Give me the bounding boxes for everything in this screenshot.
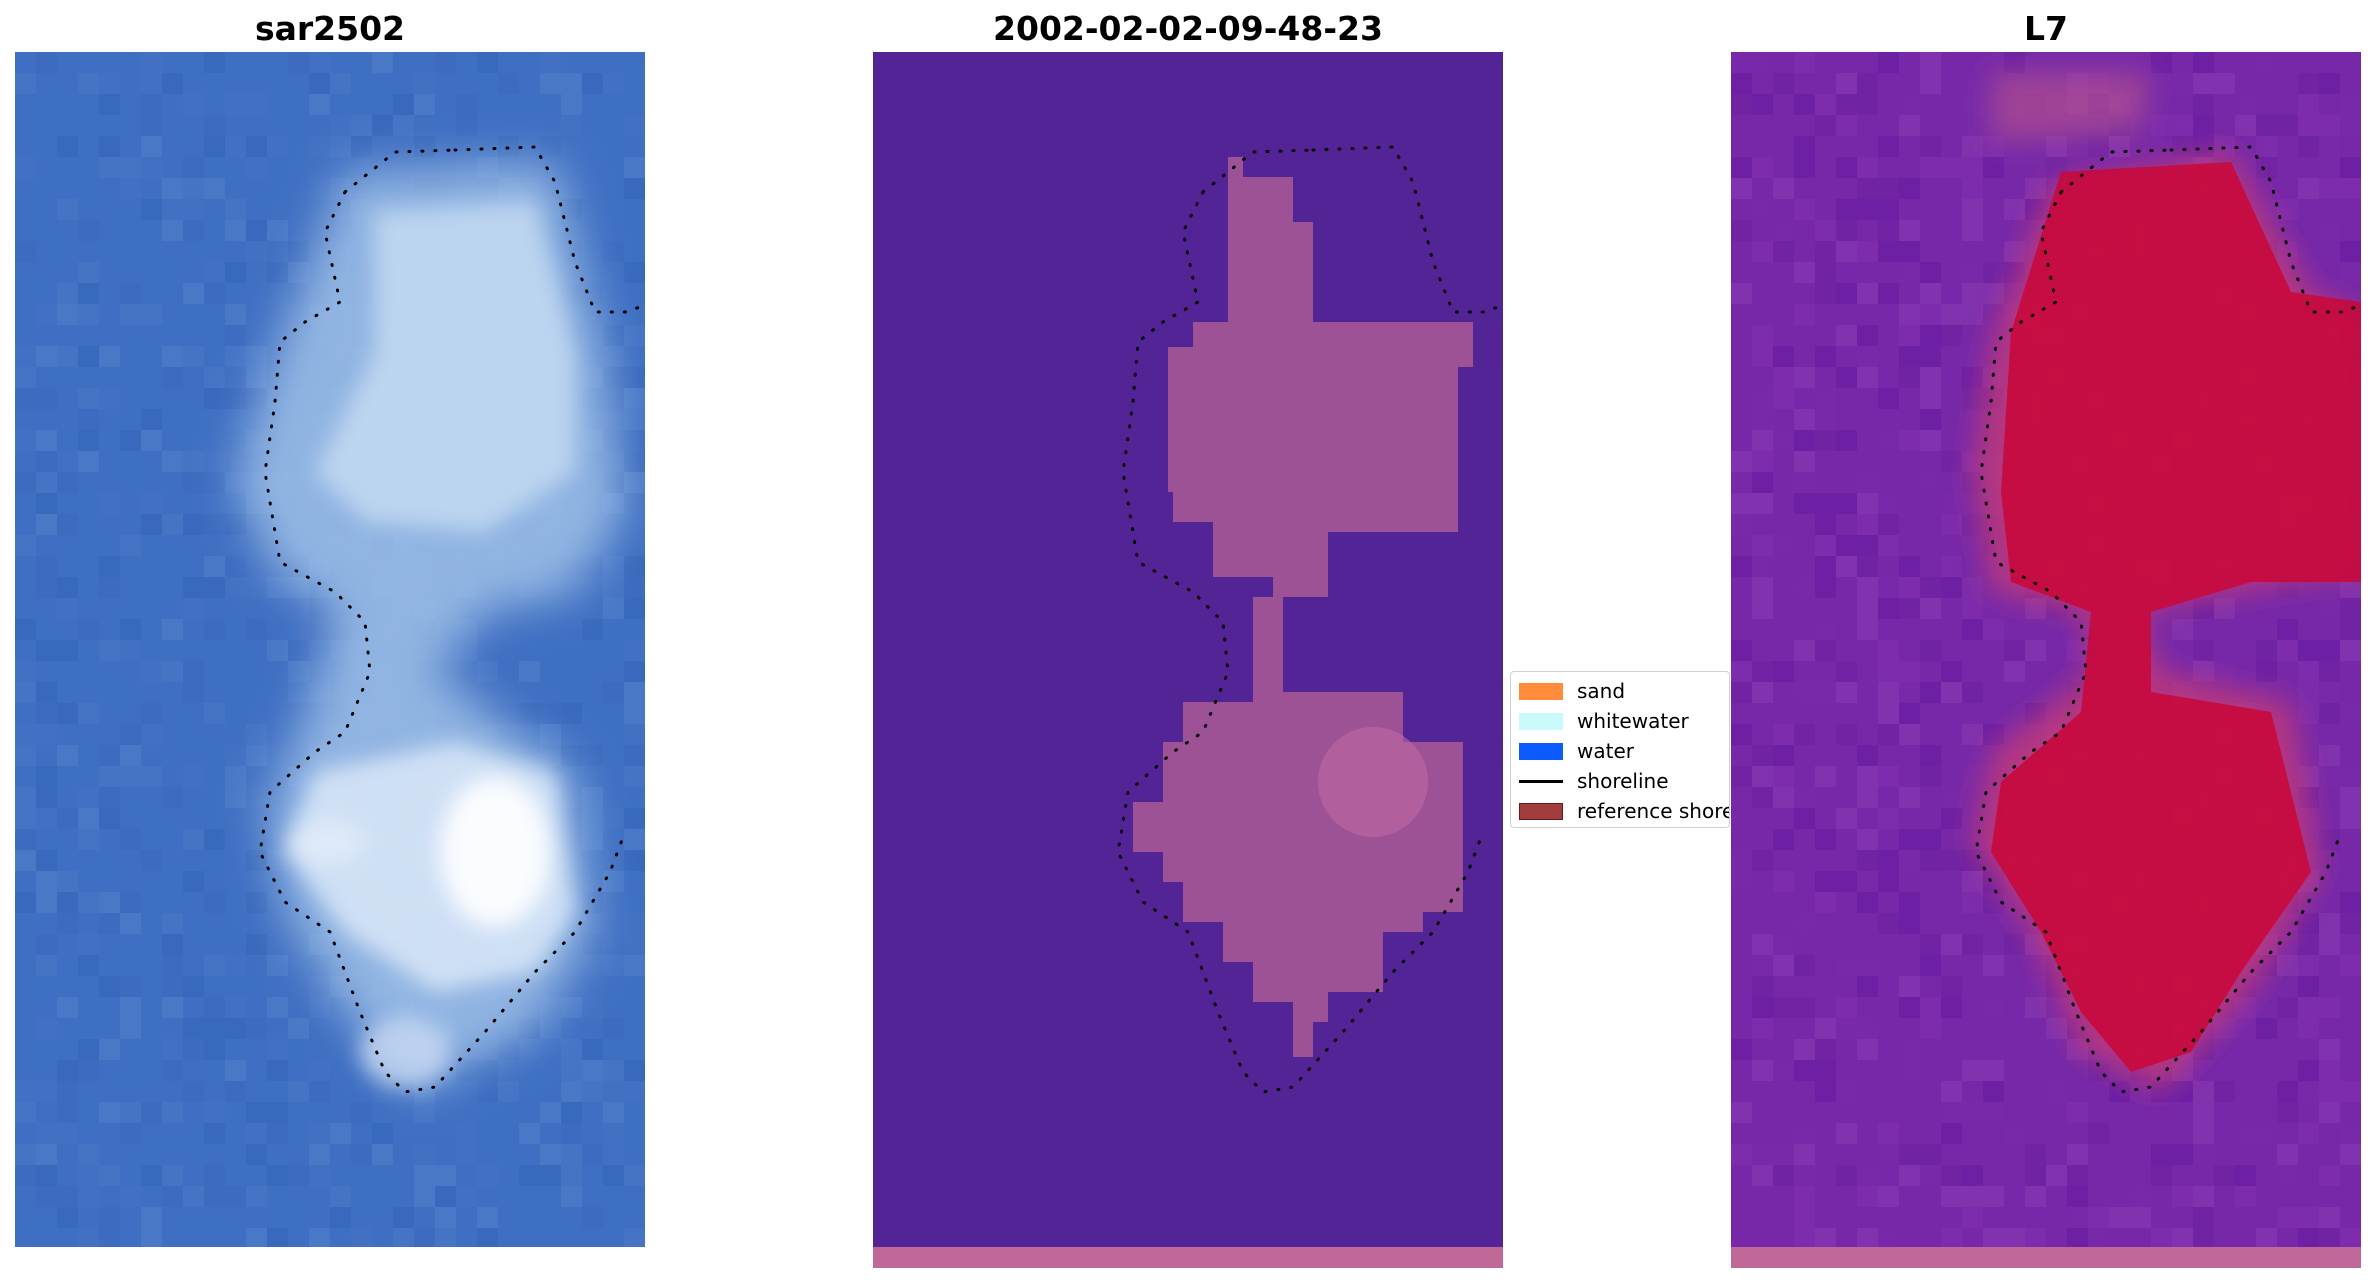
shoreline-line-swatch	[1519, 779, 1563, 783]
panel-title-classified: 2002-02-02-09-48-23	[993, 9, 1383, 48]
legend-item-sand: sand	[1519, 679, 1625, 703]
legend-item-water: water	[1519, 739, 1634, 763]
panel-title-index: L7	[2024, 9, 2068, 48]
legend-item-shoreline: shoreline	[1519, 769, 1669, 793]
index-image-panel	[1731, 52, 2361, 1247]
rgb-image-panel	[15, 52, 645, 1247]
classified-image	[873, 52, 1503, 1247]
legend-item-whitewater: whitewater	[1519, 709, 1689, 733]
reference-shoreline-swatch	[1519, 802, 1563, 820]
legend-label-whitewater: whitewater	[1577, 709, 1689, 733]
index-bottom-strip	[1731, 1247, 2361, 1268]
classified-bottom-strip	[873, 1247, 1503, 1268]
legend-label-water: water	[1577, 739, 1634, 763]
classified-image-panel	[873, 52, 1503, 1247]
panel-title-rgb: sar2502	[254, 9, 406, 48]
index-high-region	[1991, 162, 2361, 1072]
legend: sand whitewater water shoreline referenc…	[1510, 671, 1730, 828]
rgb-image	[15, 52, 645, 1247]
water-swatch	[1519, 742, 1563, 760]
legend-label-reference-shoreline: reference shoreline	[1577, 799, 1729, 823]
sand-swatch	[1519, 682, 1563, 700]
whitewater-swatch	[1519, 712, 1563, 730]
legend-label-sand: sand	[1577, 679, 1626, 703]
legend-label-shoreline: shoreline	[1577, 769, 1669, 793]
index-image	[1731, 52, 2361, 1247]
legend-item-reference-shoreline: reference shoreline	[1519, 799, 1729, 823]
